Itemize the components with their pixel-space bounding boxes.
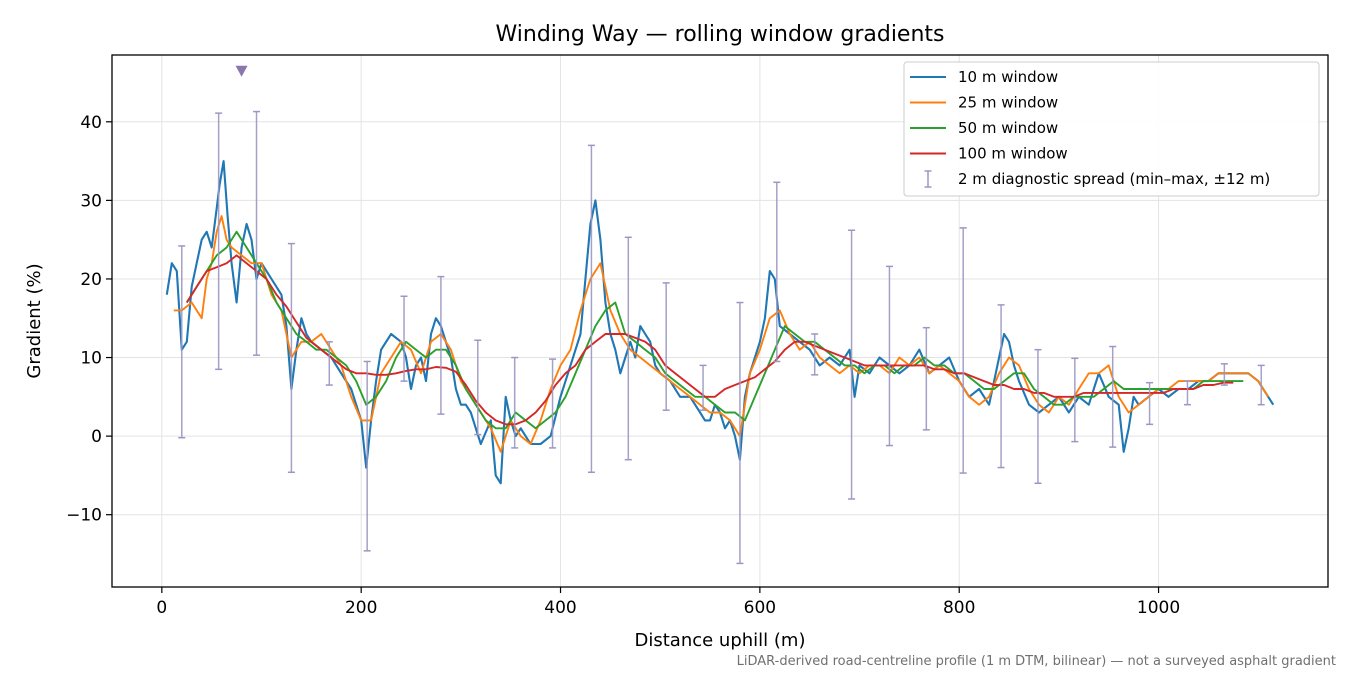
chart-title: Winding Way — rolling window gradients — [496, 22, 945, 47]
x-tick-label: 800 — [943, 598, 975, 618]
x-tick-label: 1000 — [1137, 598, 1180, 618]
series-layer — [165, 160, 1275, 485]
x-tick-label: 600 — [744, 598, 776, 618]
x-axis-label: Distance uphill (m) — [635, 630, 806, 651]
x-tick-label: 0 — [156, 598, 167, 618]
legend-label: 100 m window — [958, 145, 1068, 163]
legend-label: 10 m window — [958, 68, 1058, 86]
y-tick-label: 10 — [80, 349, 102, 369]
x-tick-label: 400 — [544, 598, 576, 618]
grid-lines — [112, 55, 1328, 587]
series-line-3 — [185, 230, 1244, 430]
legend-entries: 10 m window 25 m window 50 m window 100 m w… — [910, 68, 1270, 188]
y-tick-label: 30 — [80, 191, 102, 211]
legend-box — [903, 61, 1320, 197]
legend-label: 25 m window — [958, 94, 1058, 112]
legend: 10 m window 25 m window 50 m window 100 m w… — [903, 61, 1320, 197]
legend-label: 50 m window — [958, 119, 1058, 137]
y-tick-label: 20 — [80, 270, 102, 290]
peak-marker-triangle — [235, 65, 248, 77]
y-axis-label: Gradient (%) — [24, 263, 45, 378]
y-tick-label: −10 — [66, 506, 102, 526]
x-axis-ticks: 0 200 400 600 800 1000 — [156, 587, 1180, 618]
y-tick-label: 0 — [91, 427, 102, 447]
annotation-markers — [235, 65, 248, 77]
legend-label: 2 m diagnostic spread (min–max, ±12 m) — [958, 170, 1270, 188]
diagnostic-spread-errorbars — [178, 110, 1265, 565]
y-tick-label: 40 — [80, 113, 102, 133]
plot-frame — [111, 54, 1329, 588]
series-line-4 — [185, 254, 1234, 426]
footnote: LiDAR-derived road-centreline profile (1… — [737, 654, 1336, 669]
x-tick-label: 200 — [345, 598, 377, 618]
y-axis-ticks: −10 0 10 20 30 40 — [66, 113, 112, 526]
series-line-1 — [165, 160, 1275, 485]
series-line-2 — [173, 215, 1270, 453]
